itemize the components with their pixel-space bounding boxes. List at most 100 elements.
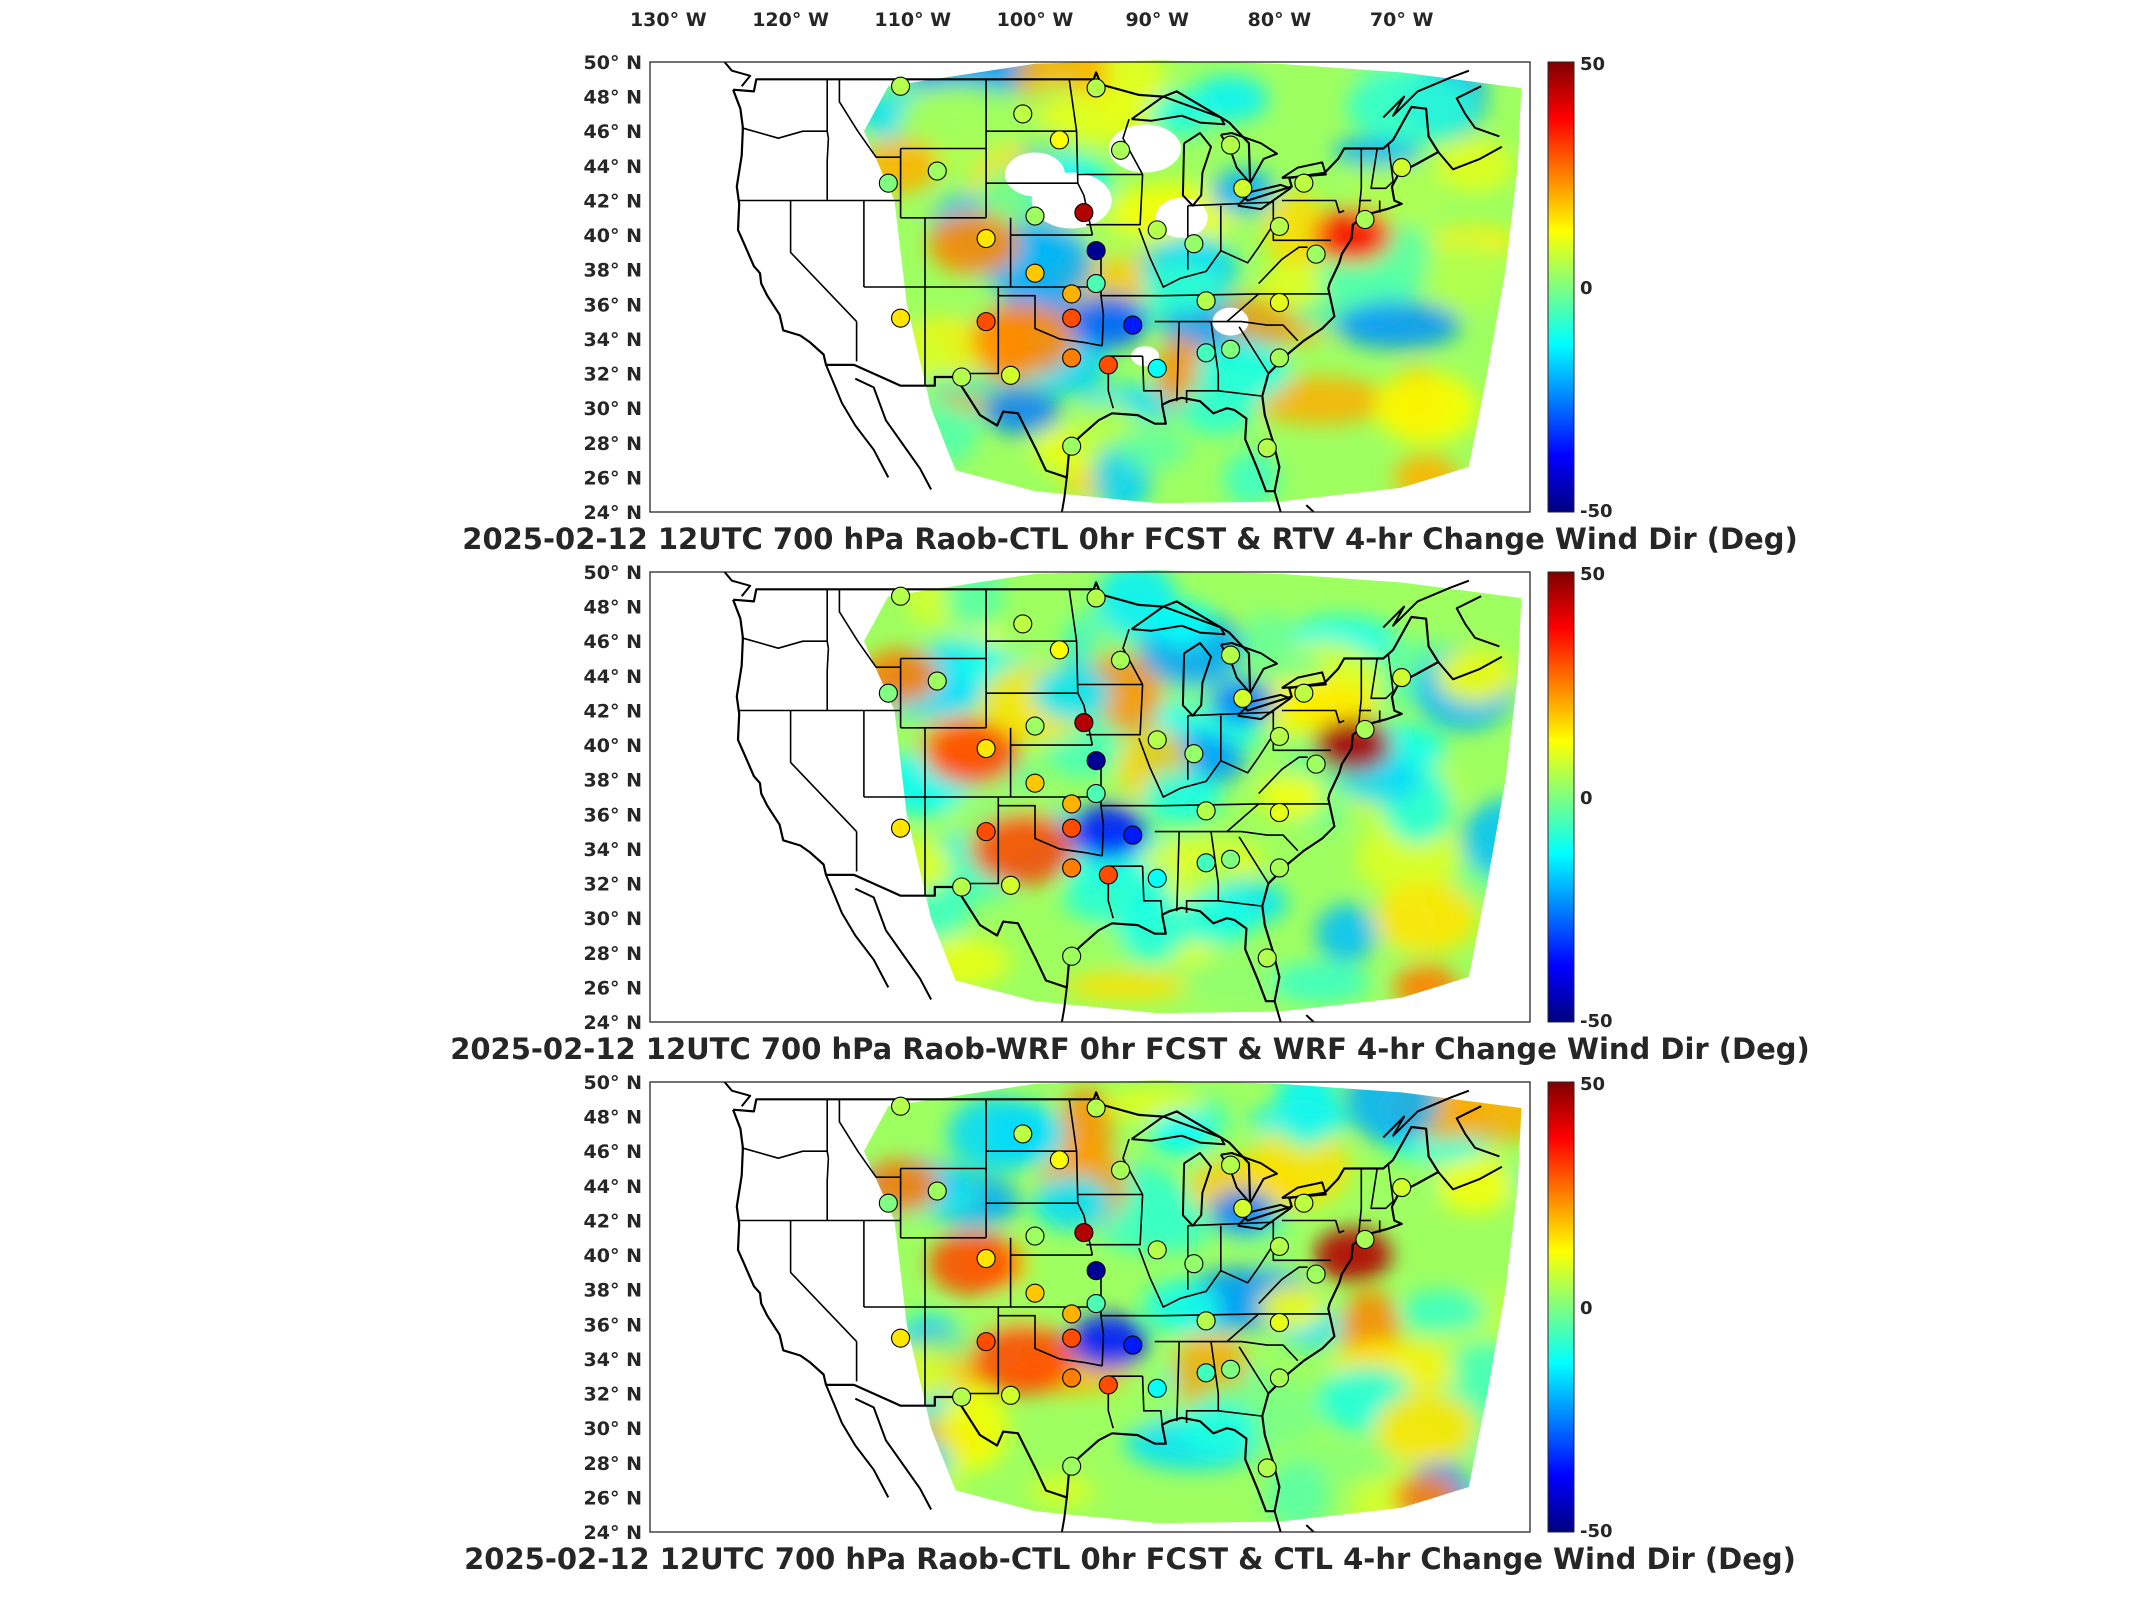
field-feature <box>1259 1284 1325 1330</box>
field-feature <box>873 839 952 894</box>
field-patch <box>1119 892 1185 962</box>
station-marker <box>976 312 996 332</box>
colorbar-tick-label: 0 <box>1580 788 1593 809</box>
coastline <box>1305 504 1315 512</box>
state-boundary <box>1281 1219 1345 1234</box>
great-lake-shore <box>1131 605 1226 636</box>
latitude-label: 24° N <box>584 1012 642 1034</box>
latitude-label: 40° N <box>584 225 642 247</box>
station-marker <box>878 683 898 703</box>
station-marker <box>1147 1378 1167 1398</box>
state-boundary <box>826 138 830 201</box>
coastline <box>854 887 932 1000</box>
latitude-label: 48° N <box>584 597 642 619</box>
station-marker <box>1111 1160 1131 1180</box>
field-feature <box>1069 804 1148 859</box>
state-boundary <box>1100 1270 1105 1366</box>
panel-title: 2025-02-12 12UTC 700 hPa Raob-CTL 0hr FC… <box>462 522 1797 556</box>
field-feature <box>1374 1392 1479 1465</box>
state-boundary <box>741 637 828 650</box>
state-boundary <box>1272 1220 1331 1262</box>
station-marker <box>1233 688 1253 708</box>
great-lake-shore <box>1131 95 1226 126</box>
colorbar-tick-label: 50 <box>1580 1074 1605 1095</box>
station-marker <box>1086 1293 1106 1314</box>
state-boundary <box>1176 831 1180 912</box>
great-lake-shore <box>1131 1115 1226 1146</box>
field-feature <box>928 722 1020 786</box>
station-marker <box>1062 1368 1082 1388</box>
station-marker <box>1184 234 1204 254</box>
state-boundary <box>826 1099 830 1159</box>
coastline <box>1060 477 1068 512</box>
state-boundary <box>838 79 901 158</box>
state-boundary <box>1370 148 1394 190</box>
panel-title: 2025-02-12 12UTC 700 hPa Raob-CTL 0hr FC… <box>464 1542 1796 1576</box>
station-marker <box>1062 858 1082 878</box>
raob-stations <box>878 1096 1412 1478</box>
latitude-label: 42° N <box>584 1210 642 1232</box>
longitude-label: 90° W <box>1125 9 1189 31</box>
station-marker <box>1062 1304 1082 1324</box>
station-marker <box>1294 173 1314 193</box>
state-boundary <box>1187 201 1274 207</box>
station-marker <box>1269 1236 1289 1256</box>
station-marker <box>1306 1264 1326 1284</box>
latitude-label: 38° N <box>584 260 642 282</box>
latitude-label: 44° N <box>584 156 642 178</box>
field-patch <box>1462 799 1522 879</box>
field-patch <box>1223 451 1279 504</box>
state-boundary <box>1272 200 1331 242</box>
state-boundary <box>1370 658 1394 700</box>
state-boundary <box>998 294 1103 347</box>
station-marker <box>891 1328 911 1348</box>
coastline <box>1382 1089 1470 1139</box>
station-marker <box>1269 803 1289 823</box>
state-boundary <box>741 1147 828 1159</box>
station-marker <box>1001 1385 1021 1405</box>
field-patch <box>892 935 1011 989</box>
station-marker <box>1221 1359 1241 1379</box>
state-boundary <box>789 1220 858 1343</box>
raob-stations <box>878 586 1412 968</box>
great-lake-shore <box>1281 161 1327 179</box>
station-marker <box>1086 78 1106 98</box>
coastline <box>723 572 752 597</box>
latitude-label: 30° N <box>584 398 642 420</box>
field-patch <box>1065 971 1188 1002</box>
state-boundary <box>1358 148 1363 213</box>
coastline <box>1273 1000 1282 1022</box>
latitude-label: 36° N <box>584 804 642 826</box>
field-patch <box>940 1387 1009 1471</box>
coastline <box>1305 1524 1315 1532</box>
latitude-label: 40° N <box>584 1245 642 1267</box>
latitude-label: 40° N <box>584 735 642 757</box>
state-boundary <box>998 1314 1103 1367</box>
state-boundary <box>1272 710 1331 752</box>
state-boundary <box>1086 174 1144 226</box>
state-boundary <box>1258 756 1308 795</box>
station-marker <box>1196 343 1216 363</box>
field-patch <box>1252 376 1389 426</box>
latitude-label: 38° N <box>584 770 642 792</box>
state-boundary <box>1218 900 1262 907</box>
field-feature <box>1393 1474 1459 1520</box>
great-lake-shore <box>1219 132 1278 185</box>
colorbar-tick-label: 50 <box>1580 54 1605 75</box>
state-boundary <box>998 804 1103 857</box>
longitude-labels: 130° W 120° W 110° W 100° W 90° W 80° W 70° W <box>630 9 1433 31</box>
station-marker <box>1269 293 1289 313</box>
map-panel: 50° N 48° N 46° N 44° N 42° N 40° N 38° N 36° N… <box>450 562 1810 1066</box>
station-marker <box>1269 1313 1289 1333</box>
station-marker <box>927 671 947 691</box>
colorbar <box>1547 1081 1575 1533</box>
latitude-label: 28° N <box>584 1453 642 1475</box>
latitude-label: 36° N <box>584 294 642 316</box>
station-marker <box>891 586 911 606</box>
latitude-label: 50° N <box>584 1072 642 1094</box>
field-patch <box>1399 1289 1486 1334</box>
field-feature <box>1393 964 1459 1010</box>
state-boundary <box>1100 760 1105 856</box>
coastline <box>1382 69 1470 119</box>
station-marker <box>1049 640 1069 660</box>
